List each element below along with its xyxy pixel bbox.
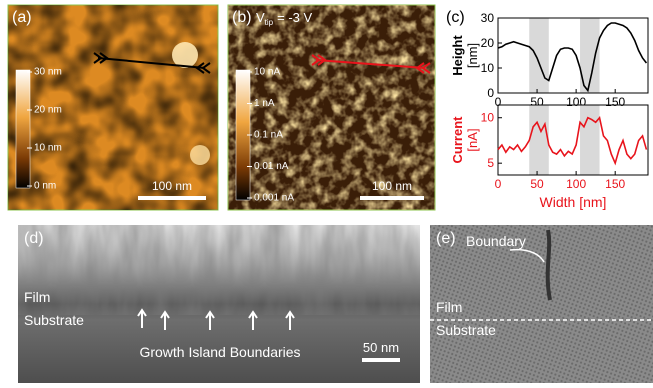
y-axis-label: [nA] xyxy=(465,128,480,151)
colorbar-label: 10 nA xyxy=(254,67,280,78)
colorbar xyxy=(16,70,30,188)
panel-d: (d) Film Substrate Growth Island Boundar… xyxy=(18,225,420,383)
y-tick-label: 10 xyxy=(481,111,495,125)
boundary-label: Boundary xyxy=(466,233,526,249)
colorbar-label: 20 nm xyxy=(34,105,62,116)
y-axis-label: Current xyxy=(450,116,465,164)
panel-a: (a) 30 nm 20 nm 10 nm 0 nm 100 nm xyxy=(8,5,218,210)
colorbar-label: 0.1 nA xyxy=(254,130,283,141)
grain xyxy=(190,145,210,165)
y-tick-label: 30 xyxy=(481,11,495,25)
panel-label: (e) xyxy=(436,230,456,247)
panel-label: (b) xyxy=(232,9,252,26)
y-axis-label: [nm] xyxy=(465,43,480,68)
panel-label: (a) xyxy=(12,9,32,26)
film-label: Film xyxy=(24,289,50,305)
x-tick-label: 100 xyxy=(566,177,586,191)
scale-bar-label: 100 nm xyxy=(372,179,412,193)
film-label: Film xyxy=(436,299,462,315)
plot-frame xyxy=(498,105,648,175)
data-line xyxy=(498,23,646,91)
caption: Growth Island Boundaries xyxy=(139,344,300,360)
x-axis-label: Width [nm] xyxy=(540,194,607,210)
plot-frame xyxy=(498,18,648,93)
data-line xyxy=(498,118,646,163)
colorbar-label: 0.001 nA xyxy=(254,193,294,204)
panel-label: (d) xyxy=(24,230,44,247)
panel-b: (b) Vtip= -3 V 10 nA 1 nA 0.1 nA 0.01 nA 0.0… xyxy=(228,5,435,210)
colorbar-label: 0.01 nA xyxy=(254,161,289,172)
y-tick-label: 20 xyxy=(481,36,495,50)
scale-bar-label: 100 nm xyxy=(152,179,192,193)
panel-e: (e) Boundary Film Substrate xyxy=(430,225,653,383)
shaded-region xyxy=(529,18,549,93)
bias-subscript: tip xyxy=(265,18,274,27)
shaded-region xyxy=(529,105,549,175)
y-tick-label: 0 xyxy=(487,86,494,100)
substrate-label: Substrate xyxy=(24,312,84,328)
y-tick-label: 5 xyxy=(487,156,494,170)
substrate-label: Substrate xyxy=(436,322,496,338)
x-tick-label: 0 xyxy=(495,177,502,191)
lattice xyxy=(430,225,653,383)
tem-texture xyxy=(18,225,420,315)
bias-value: = -3 V xyxy=(277,10,312,25)
x-tick-label: 150 xyxy=(605,177,625,191)
figure: (a) 30 nm 20 nm 10 nm 0 nm 100 nm (b) Vtip=… xyxy=(0,0,653,383)
bias-symbol: V xyxy=(256,10,265,25)
x-tick-label: 50 xyxy=(530,177,544,191)
scale-bar-label: 50 nm xyxy=(363,340,399,355)
colorbar-label: 0 nm xyxy=(34,181,56,192)
panel-label: (c) xyxy=(446,9,465,26)
colorbar-label: 1 nA xyxy=(254,98,275,109)
shaded-region xyxy=(580,105,600,175)
colorbar-label: 10 nm xyxy=(34,143,62,154)
y-tick-label: 10 xyxy=(481,61,495,75)
y-axis-label: Height xyxy=(450,35,465,76)
x-tick-label: 150 xyxy=(605,95,625,109)
colorbar-label: 30 nm xyxy=(34,67,62,78)
grain-boundary xyxy=(548,230,550,300)
grain xyxy=(172,42,198,68)
bias-label: Vtip= -3 V xyxy=(256,10,312,27)
